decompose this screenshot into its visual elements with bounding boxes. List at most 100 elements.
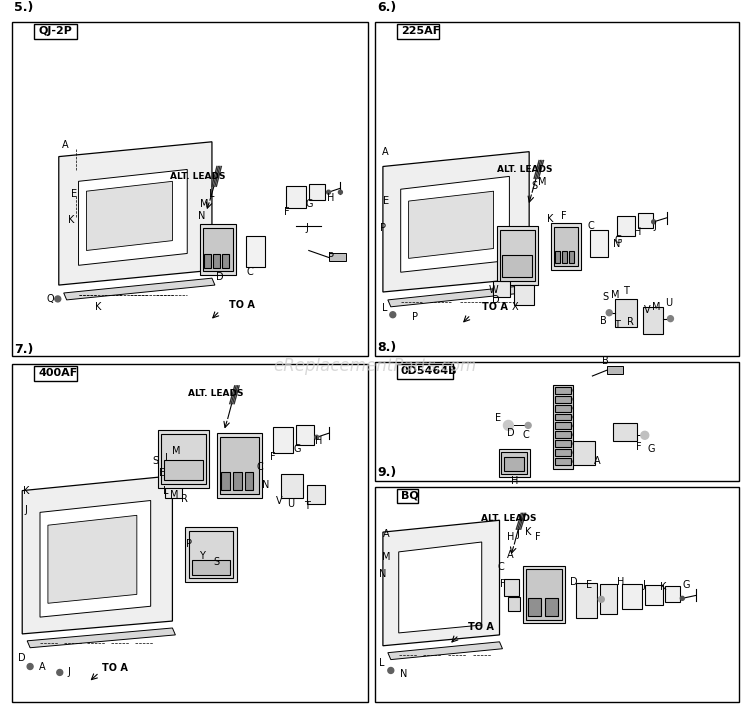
Bar <box>555 422 571 430</box>
Text: F: F <box>561 211 566 221</box>
Text: K: K <box>525 527 531 537</box>
Bar <box>555 395 571 403</box>
Text: B: B <box>600 316 607 326</box>
Text: F: F <box>636 442 642 452</box>
Text: R: R <box>181 493 188 503</box>
Bar <box>555 449 571 456</box>
Text: C: C <box>246 267 253 277</box>
Bar <box>528 599 541 616</box>
Text: M: M <box>611 290 620 300</box>
Circle shape <box>390 312 396 317</box>
Bar <box>220 437 260 493</box>
Text: K: K <box>95 302 101 312</box>
Bar <box>213 254 220 268</box>
Bar <box>281 474 303 498</box>
Bar <box>220 472 230 490</box>
Polygon shape <box>409 191 494 258</box>
Text: K: K <box>547 214 553 224</box>
Text: 6.): 6.) <box>377 1 396 14</box>
Bar <box>553 385 573 469</box>
Text: M: M <box>200 199 208 209</box>
Text: F: F <box>271 452 276 462</box>
Text: E: E <box>382 196 389 206</box>
Text: Y: Y <box>200 551 205 561</box>
Bar <box>514 285 534 305</box>
Text: TO A: TO A <box>229 300 254 310</box>
Polygon shape <box>388 285 532 307</box>
Text: T: T <box>614 320 620 329</box>
Text: L: L <box>380 657 385 667</box>
Bar <box>572 441 596 465</box>
Circle shape <box>326 190 331 194</box>
Bar <box>502 452 527 474</box>
Circle shape <box>57 670 63 675</box>
Text: 0D5464B: 0D5464B <box>400 366 457 376</box>
Bar <box>307 485 325 504</box>
Bar <box>562 251 567 263</box>
Bar <box>524 566 565 623</box>
Bar <box>160 435 206 484</box>
Text: M: M <box>652 302 661 312</box>
Text: TO A: TO A <box>102 664 128 674</box>
Circle shape <box>569 407 572 410</box>
Text: H: H <box>511 476 518 486</box>
Bar <box>244 472 254 490</box>
Text: J: J <box>25 506 28 515</box>
Text: E: E <box>70 189 76 200</box>
Bar <box>555 387 571 394</box>
Circle shape <box>569 451 572 454</box>
Circle shape <box>569 442 572 445</box>
Bar <box>222 254 229 268</box>
Text: A: A <box>382 529 389 539</box>
Text: E: E <box>496 413 502 423</box>
Bar <box>496 226 538 285</box>
Bar <box>575 582 597 618</box>
Circle shape <box>388 667 394 674</box>
Bar <box>204 254 211 268</box>
Text: V: V <box>276 496 283 506</box>
Circle shape <box>598 596 604 602</box>
Text: G: G <box>293 444 301 454</box>
Bar <box>545 599 558 616</box>
Text: P: P <box>328 253 334 263</box>
Bar <box>509 597 520 611</box>
Bar <box>505 579 519 596</box>
Bar <box>615 299 637 327</box>
Text: N: N <box>380 569 386 579</box>
Text: BQ: BQ <box>400 491 418 501</box>
Polygon shape <box>40 501 151 617</box>
Text: F: F <box>284 207 290 217</box>
Text: P: P <box>380 223 386 233</box>
Bar <box>503 256 532 277</box>
Text: C: C <box>523 430 530 440</box>
Bar <box>397 364 453 379</box>
Bar <box>200 224 236 275</box>
Text: 400AF: 400AF <box>38 368 77 378</box>
Circle shape <box>27 664 33 670</box>
Bar <box>645 586 662 605</box>
Text: TO A: TO A <box>482 302 508 312</box>
Bar <box>555 440 571 447</box>
Text: C: C <box>256 462 262 472</box>
Bar <box>555 251 560 263</box>
Bar <box>590 230 608 258</box>
Text: L: L <box>382 302 388 313</box>
Bar <box>555 432 571 438</box>
Bar <box>203 228 232 271</box>
Text: F: F <box>500 579 506 589</box>
Bar <box>164 480 182 498</box>
Bar <box>309 185 325 200</box>
Text: L: L <box>163 486 168 496</box>
Polygon shape <box>58 142 212 285</box>
Text: B: B <box>602 356 608 366</box>
Bar <box>397 24 439 39</box>
Text: S: S <box>531 181 537 191</box>
Bar <box>505 457 524 471</box>
Text: A: A <box>507 550 514 560</box>
Bar <box>493 281 511 297</box>
Text: K: K <box>23 486 29 496</box>
Polygon shape <box>383 152 530 292</box>
Bar <box>555 413 571 420</box>
Text: eReplacementParts.com: eReplacementParts.com <box>273 357 477 375</box>
Circle shape <box>668 316 674 322</box>
